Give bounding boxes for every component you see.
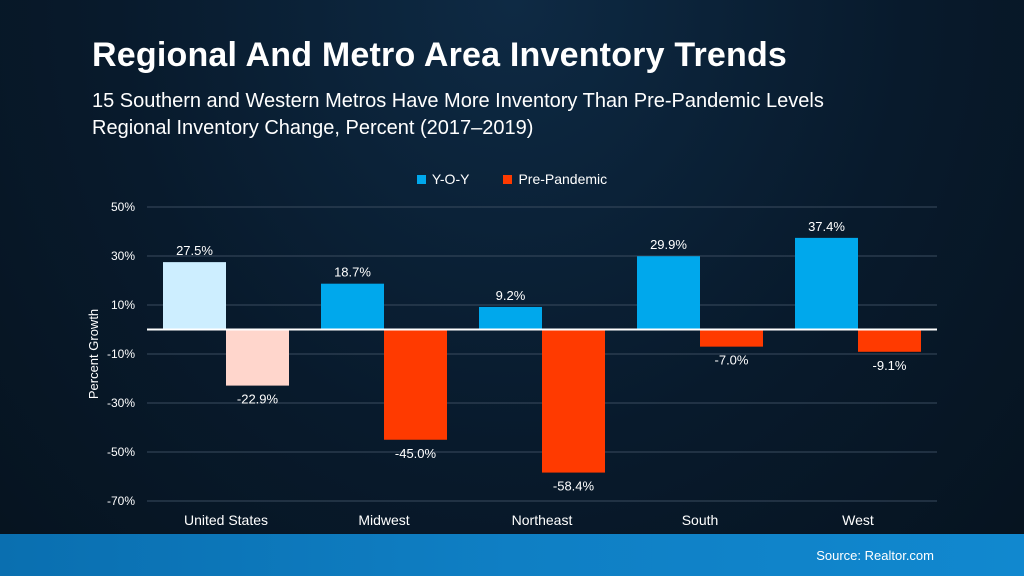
legend-item-yoy: Y-O-Y xyxy=(416,171,470,187)
data-label: 9.2% xyxy=(496,288,526,303)
subtitle: 15 Southern and Western Metros Have More… xyxy=(92,88,824,142)
y-tick-label: -70% xyxy=(107,494,135,508)
legend-label-pre-pandemic: Pre-Pandemic xyxy=(518,171,608,187)
subtitle-line-2: Regional Inventory Change, Percent (2017… xyxy=(92,117,534,139)
legend-label-yoy: Y-O-Y xyxy=(431,171,470,187)
bar-pre-pandemic xyxy=(542,329,605,473)
bar-pre-pandemic xyxy=(384,329,447,440)
bar-yoy xyxy=(163,262,226,330)
data-label: -58.4% xyxy=(553,479,595,494)
y-tick-label: -30% xyxy=(107,396,135,410)
subtitle-line-1: 15 Southern and Western Metros Have More… xyxy=(92,90,824,112)
footer-band xyxy=(0,534,1024,576)
bar-pre-pandemic xyxy=(700,329,763,347)
data-label: 37.4% xyxy=(808,219,845,234)
legend-swatch-yoy xyxy=(416,174,426,184)
legend-swatch-pre-pandemic xyxy=(503,174,513,184)
x-tick-label: Northeast xyxy=(512,512,573,528)
x-tick-label: South xyxy=(682,512,719,528)
data-label: 29.9% xyxy=(650,237,687,252)
data-label: -9.1% xyxy=(873,358,907,373)
source-credit: Source: Realtor.com xyxy=(816,548,934,563)
data-label: -45.0% xyxy=(395,446,437,461)
x-tick-label: Midwest xyxy=(358,512,409,528)
y-tick-label: 30% xyxy=(111,249,135,263)
bar-yoy xyxy=(637,256,700,330)
bar-yoy xyxy=(321,283,384,330)
x-tick-label: United States xyxy=(184,512,268,528)
bar-yoy xyxy=(795,237,858,330)
data-label: -22.9% xyxy=(237,392,279,407)
y-tick-label: -50% xyxy=(107,445,135,459)
bar-pre-pandemic xyxy=(858,329,921,352)
y-axis-label: Percent Growth xyxy=(86,309,101,399)
y-tick-label: 50% xyxy=(111,200,135,214)
data-label: 18.7% xyxy=(334,265,371,280)
data-label: -7.0% xyxy=(715,353,749,368)
bar-yoy xyxy=(479,306,542,330)
y-tick-label: -10% xyxy=(107,347,135,361)
chart-legend: Y-O-Y Pre-Pandemic xyxy=(0,171,1024,187)
data-label: 27.5% xyxy=(176,243,213,258)
page-title: Regional And Metro Area Inventory Trends xyxy=(92,36,788,74)
y-tick-label: 10% xyxy=(111,298,135,312)
legend-item-pre-pandemic: Pre-Pandemic xyxy=(503,171,607,187)
x-tick-label: West xyxy=(842,512,874,528)
bar-pre-pandemic xyxy=(226,329,289,386)
